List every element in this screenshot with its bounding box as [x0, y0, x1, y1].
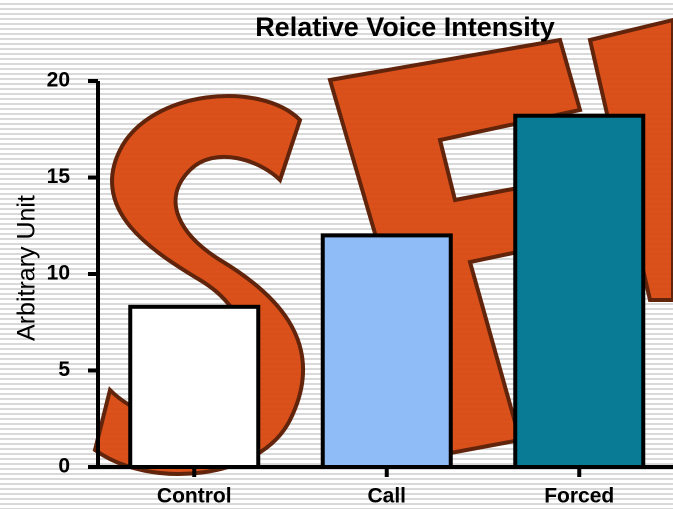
- y-tick-label: 10: [47, 262, 70, 285]
- chart-title: Relative Voice Intensity: [255, 12, 555, 42]
- y-tick-label: 5: [58, 358, 70, 381]
- x-tick-label: Forced: [544, 485, 614, 508]
- x-tick-label: Control: [157, 485, 232, 508]
- slide: Relative Voice Intensity Arbitrary Unit …: [0, 0, 673, 509]
- bar: [515, 116, 643, 467]
- y-tick-label: 0: [58, 455, 70, 478]
- y-tick-label: 15: [47, 165, 71, 188]
- y-axis-label: Arbitrary Unit: [13, 195, 41, 341]
- bar: [323, 235, 451, 467]
- y-tick-label: 20: [47, 69, 70, 92]
- x-tick-label: Call: [367, 485, 406, 508]
- bar: [130, 307, 258, 467]
- chart: Relative Voice Intensity Arbitrary Unit …: [0, 0, 673, 509]
